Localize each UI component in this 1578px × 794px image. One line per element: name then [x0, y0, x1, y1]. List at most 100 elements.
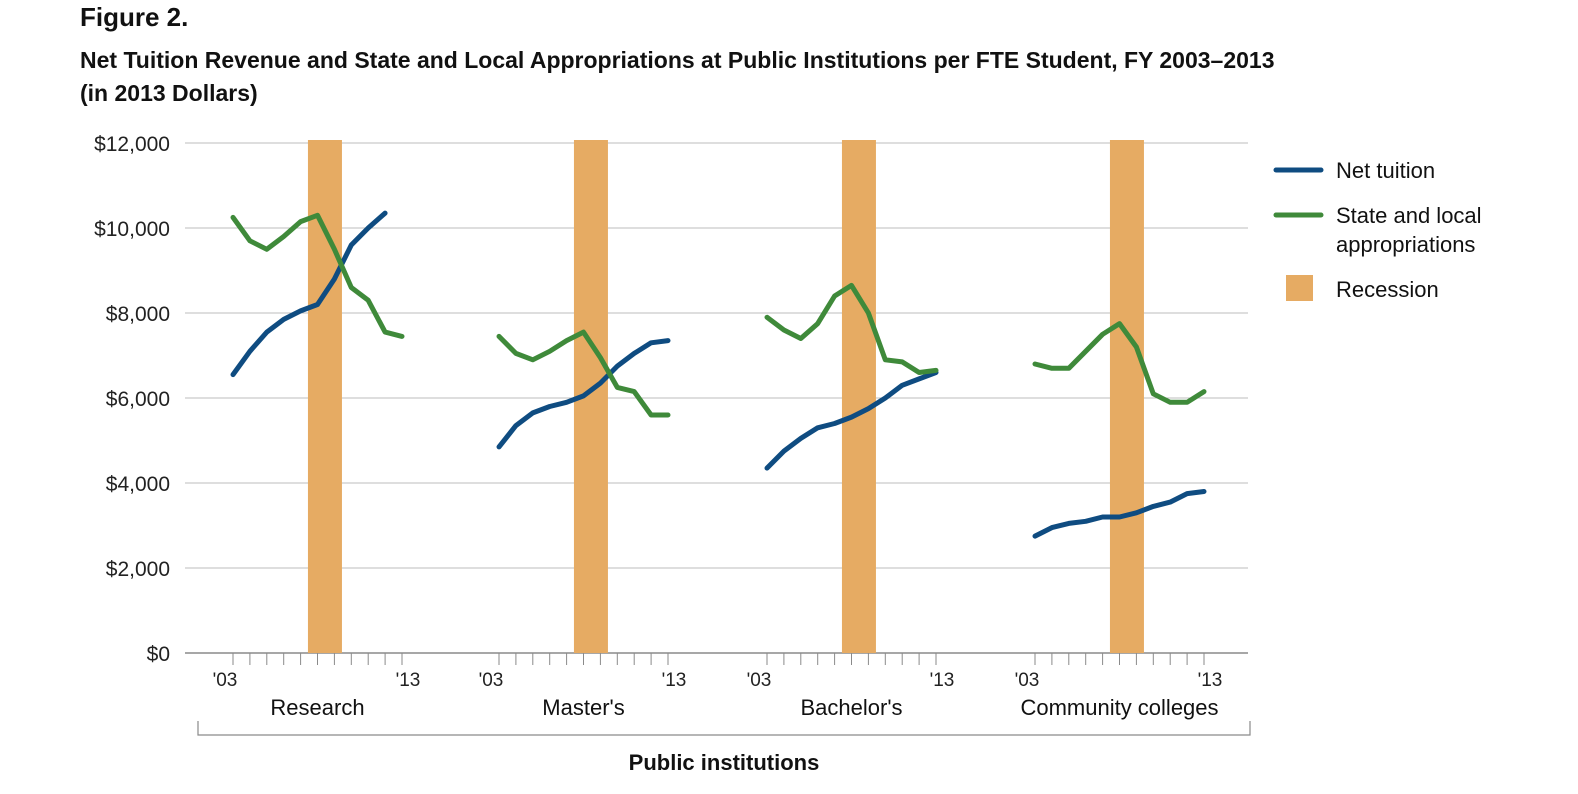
y-tick-label: $0	[147, 643, 170, 666]
x-axis-title: Public institutions	[629, 750, 820, 775]
data-point	[299, 309, 302, 312]
net-tuition-line	[230, 210, 388, 378]
data-point	[816, 426, 819, 429]
data-point	[650, 341, 653, 344]
data-point	[1186, 401, 1189, 404]
data-point	[599, 356, 602, 359]
data-point	[531, 411, 534, 414]
data-point	[867, 312, 870, 314]
data-point	[548, 350, 551, 353]
data-point	[799, 437, 802, 440]
x-tick-label: '13	[930, 670, 955, 691]
y-tick-label: $10,000	[94, 218, 170, 241]
data-point	[1169, 401, 1172, 404]
data-point	[316, 214, 319, 217]
y-tick-label: $12,000	[94, 133, 170, 156]
y-tick-label: $4,000	[106, 473, 170, 496]
data-point	[1203, 390, 1205, 393]
data-point	[1050, 526, 1053, 529]
data-point	[350, 286, 353, 289]
data-point	[367, 299, 370, 302]
x-tick-label: '03	[479, 670, 504, 691]
data-point	[498, 445, 500, 448]
data-point	[1101, 516, 1104, 518]
data-point	[1034, 535, 1036, 538]
legend-label-state-local-1: State and local	[1336, 203, 1482, 228]
data-point	[565, 401, 568, 404]
data-point	[633, 352, 636, 355]
data-point	[850, 284, 853, 287]
data-point	[1118, 516, 1121, 518]
data-point	[1101, 333, 1104, 336]
data-point	[232, 373, 234, 376]
data-point	[1135, 346, 1138, 348]
data-point	[616, 365, 619, 368]
y-tick-label: $8,000	[106, 303, 170, 326]
data-point	[316, 303, 319, 306]
data-point	[350, 244, 353, 246]
data-point	[282, 235, 285, 238]
data-point	[616, 386, 619, 389]
data-point	[884, 397, 887, 399]
data-point	[531, 358, 534, 361]
data-point	[498, 335, 500, 338]
data-point	[918, 371, 921, 374]
x-tick-label: '13	[1198, 670, 1223, 691]
data-point	[1203, 490, 1205, 493]
data-point	[282, 318, 285, 321]
y-tick-label: $6,000	[106, 388, 170, 411]
data-point	[548, 405, 551, 408]
recession-band	[1109, 140, 1144, 653]
legend-swatch-recession	[1286, 275, 1313, 301]
data-point	[766, 467, 768, 470]
legend-label-net-tuition: Net tuition	[1336, 158, 1435, 183]
data-point	[901, 360, 904, 363]
data-point	[232, 216, 234, 219]
data-point	[367, 227, 370, 229]
data-point	[667, 339, 669, 342]
data-point	[782, 329, 785, 331]
data-point	[333, 248, 336, 251]
data-point	[1084, 350, 1087, 353]
chart-title-line-2: (in 2013 Dollars)	[80, 80, 258, 106]
y-tick-label: $2,000	[106, 558, 170, 581]
data-point	[582, 394, 585, 397]
data-point	[633, 390, 636, 393]
group-label: Research	[270, 695, 364, 720]
data-point	[248, 350, 251, 353]
data-point	[650, 414, 653, 416]
data-point	[782, 450, 785, 453]
data-point	[1034, 363, 1036, 365]
data-point	[1118, 322, 1121, 325]
data-point	[582, 331, 585, 334]
x-tick-label: '03	[747, 670, 772, 691]
legend-label-recession: Recession	[1336, 277, 1439, 302]
data-point	[514, 424, 517, 427]
data-point	[1186, 492, 1189, 495]
data-point	[384, 212, 387, 215]
data-point	[1084, 520, 1087, 523]
data-point	[514, 352, 517, 355]
group-label: Community colleges	[1020, 695, 1218, 720]
data-point	[1067, 522, 1070, 525]
data-point	[799, 337, 802, 340]
data-point	[884, 358, 887, 361]
x-tick-label: '03	[1015, 670, 1040, 691]
data-point	[667, 414, 669, 416]
data-point	[565, 339, 568, 342]
data-point	[766, 316, 768, 319]
data-point	[901, 384, 904, 387]
data-point	[401, 335, 403, 338]
chart-title-line-1: Net Tuition Revenue and State and Local …	[80, 47, 1275, 73]
data-point	[867, 407, 870, 410]
figure-label: Figure 2.	[80, 2, 189, 32]
data-point	[599, 382, 602, 385]
data-point	[816, 322, 819, 325]
x-tick-label: '13	[662, 670, 687, 691]
x-tick-label: '03	[213, 670, 238, 691]
data-point	[333, 278, 336, 280]
group-label: Master's	[542, 695, 624, 720]
group-bracket	[197, 721, 1251, 736]
data-point	[833, 422, 836, 425]
